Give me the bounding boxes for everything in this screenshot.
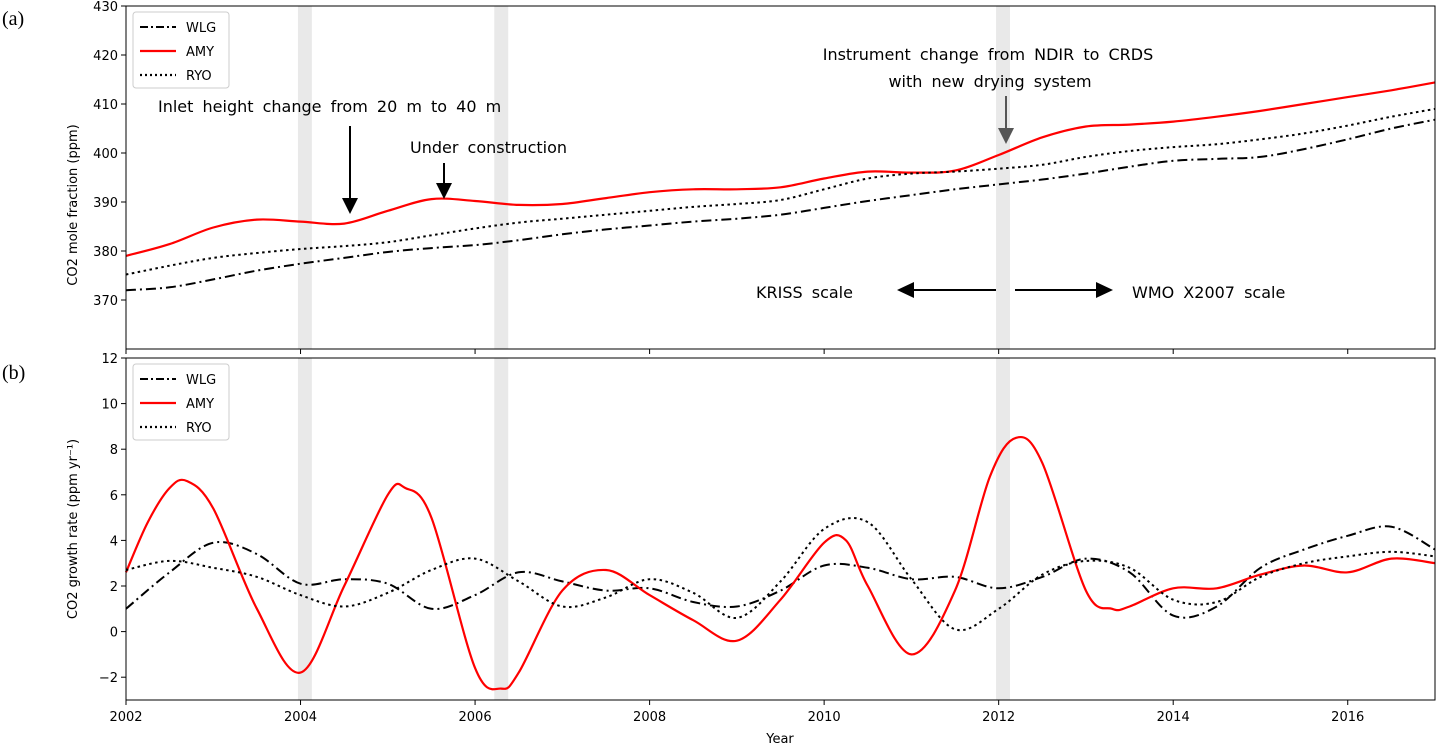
panel-a-chart: 370 380 390 400 410 420 430 CO2 mole fraction …	[66, 0, 1436, 354]
panel-b-label: (b)	[2, 362, 25, 384]
panel-b-y-tick-label: 0	[110, 626, 118, 641]
panel-b-frame	[125, 357, 1436, 701]
annotation-instrument-change-line1: Instrument change from NDIR to CRDS	[823, 45, 1154, 64]
panel-a-series-ryo-line	[125, 107, 1436, 276]
panel-a-legend-box	[132, 11, 230, 89]
legend-a-wlg-label: WLG	[186, 21, 216, 36]
panel-b-series-amy-line	[124, 436, 1436, 691]
panel-b-x-tick-label: 2014	[1157, 710, 1190, 725]
panel-b-shaded-bands	[297, 358, 1011, 700]
legend-b-ryo-label: RYO	[186, 421, 212, 436]
panel-a-y-tick-label: 400	[93, 147, 118, 162]
panel-b-series-wlg-line	[125, 525, 1436, 619]
panel-a-y-tick-label: 370	[93, 294, 118, 309]
panel-b-series-lines	[124, 436, 1436, 691]
annotation-instrument-change-line2: with new drying system	[888, 72, 1091, 91]
arrow-instrument-change	[998, 96, 1014, 144]
arrow-under-construction	[436, 163, 452, 199]
arrow-kriss-scale	[897, 282, 996, 298]
panel-a-y-tick-label: 410	[93, 98, 118, 113]
panel-b-shaded-band-3	[996, 358, 1011, 700]
panel-a-shaded-band-3	[996, 6, 1011, 349]
panel-a-series-amy-line	[125, 81, 1436, 257]
panel-b-y-tick-label: 8	[110, 443, 118, 458]
panel-b-legend: WLG AMY RYO	[132, 363, 230, 441]
legend-a-amy-label: AMY	[186, 45, 214, 60]
panel-b-y-tick-label: 6	[110, 489, 118, 504]
panel-b-x-tick-label: 2010	[808, 710, 841, 725]
panel-b-x-tick-label: 2008	[633, 710, 666, 725]
panel-b-x-tick-label: 2002	[109, 710, 142, 725]
annotation-under-construction: Under construction	[410, 138, 567, 157]
panel-b-x-tick-label: 2012	[982, 710, 1015, 725]
legend-b-amy-label: AMY	[186, 397, 214, 412]
panel-b-x-tick-label: 2006	[459, 710, 492, 725]
panel-a-x-ticks	[125, 349, 1349, 354]
panel-b-y-ticks: −2 0 2 4 6 8 10 12	[99, 352, 126, 686]
arrow-wmo-scale	[1015, 282, 1113, 298]
arrow-inlet-height	[342, 126, 358, 214]
panel-b-legend-box	[132, 363, 230, 441]
panel-b-y-tick-label: 12	[101, 352, 118, 367]
panel-a-series-lines	[125, 81, 1436, 292]
panel-a-shaded-bands	[297, 6, 1011, 349]
panel-a-label: (a)	[2, 8, 24, 30]
panel-a-y-tick-label: 390	[93, 196, 118, 211]
panel-b-x-axis-label: Year	[765, 732, 794, 746]
panel-b-shaded-band-2	[494, 358, 509, 700]
panel-b-x-tick-label: 2004	[284, 710, 317, 725]
panel-b-x-ticks: 2002 2004 2006 2008 2010 2012 2014 2016	[109, 700, 1364, 725]
panel-a-y-tick-label: 380	[93, 245, 118, 260]
panel-a-y-ticks: 370 380 390 400 410 420 430	[93, 0, 126, 309]
annotation-wmo-scale: WMO X2007 scale	[1132, 283, 1285, 302]
annotation-inlet-height: Inlet height change from 20 m to 40 m	[158, 97, 501, 116]
panel-a-series-wlg-line	[125, 118, 1436, 292]
panel-a-y-tick-label: 420	[93, 49, 118, 64]
panel-a-frame	[125, 5, 1436, 350]
panel-b-x-tick-label: 2016	[1331, 710, 1364, 725]
panel-a-y-axis-label: CO2 mole fraction (ppm)	[66, 124, 81, 285]
panel-a-y-tick-label: 430	[93, 0, 118, 15]
panel-b-y-axis-label: CO2 growth rate (ppm yr⁻¹)	[66, 439, 81, 619]
panel-b-y-tick-label: 4	[110, 534, 118, 549]
panel-a-shaded-band-1	[297, 6, 312, 349]
panel-b-series-ryo-line	[125, 517, 1436, 632]
panel-b-y-tick-label: −2	[99, 671, 118, 686]
panel-a-legend: WLG AMY RYO	[132, 11, 230, 89]
panel-b-chart: −2 0 2 4 6 8 10 12 2002 2004 2006 2008 2010 2012 2014…	[66, 352, 1436, 746]
panel-b-y-tick-label: 10	[101, 398, 118, 413]
panel-b-shaded-band-1	[297, 358, 312, 700]
legend-b-wlg-label: WLG	[186, 373, 216, 388]
panel-a-shaded-band-2	[494, 6, 509, 349]
legend-a-ryo-label: RYO	[186, 69, 212, 84]
panel-b-y-tick-label: 2	[110, 580, 118, 595]
annotation-kriss-scale: KRISS scale	[756, 283, 853, 302]
